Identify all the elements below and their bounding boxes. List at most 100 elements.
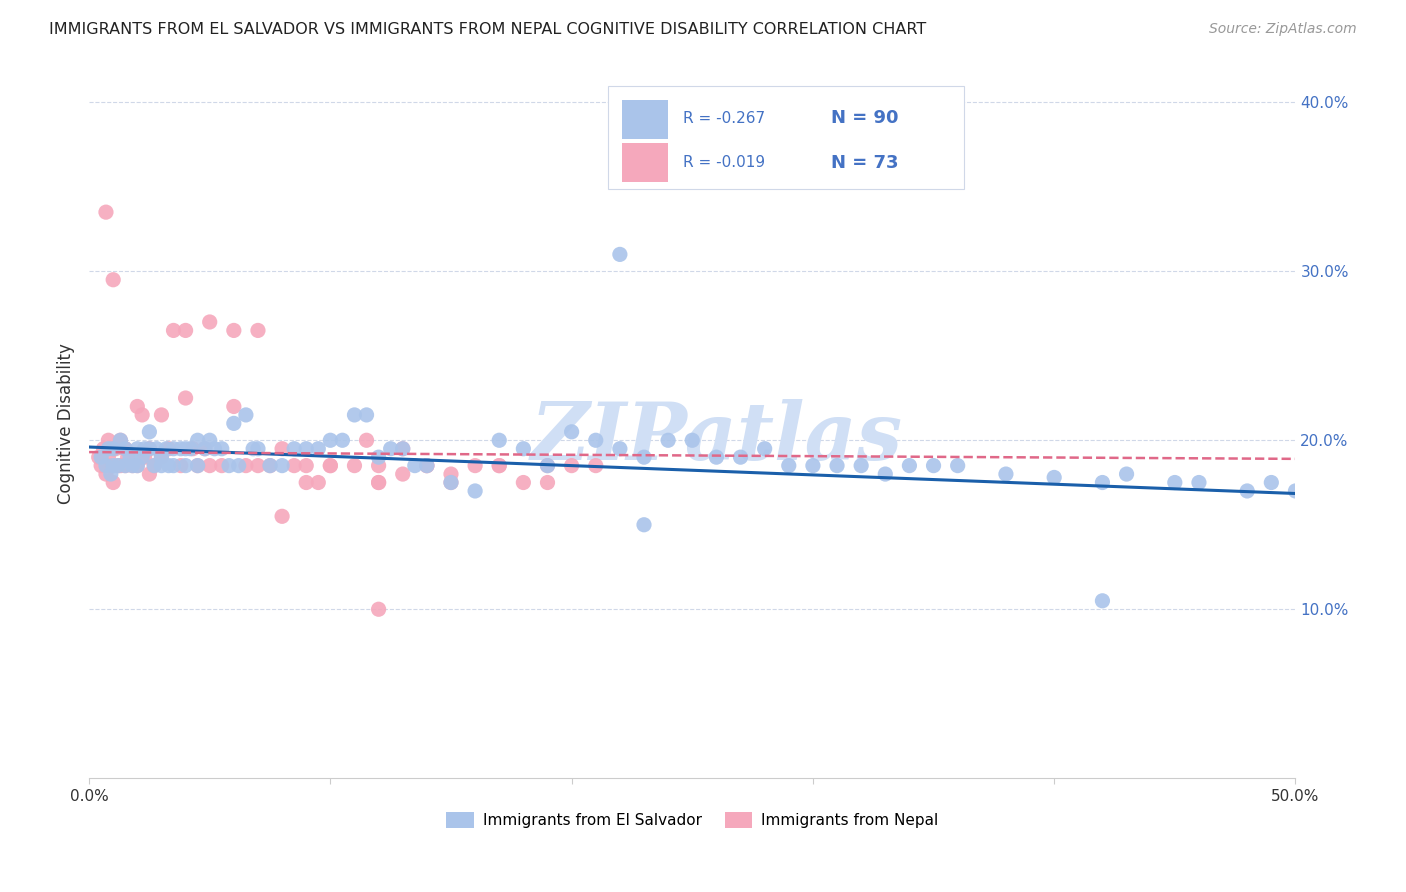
Point bbox=[319, 434, 342, 448]
Point bbox=[211, 458, 233, 473]
Point bbox=[131, 450, 153, 465]
Point bbox=[120, 450, 142, 465]
Point bbox=[536, 475, 558, 490]
Point bbox=[218, 458, 240, 473]
Point bbox=[150, 450, 173, 465]
Point bbox=[1115, 467, 1137, 481]
Point bbox=[367, 602, 389, 616]
Point bbox=[307, 442, 329, 456]
Point bbox=[706, 450, 728, 465]
Point bbox=[380, 442, 402, 456]
Point bbox=[609, 247, 631, 261]
Point bbox=[1188, 475, 1211, 490]
Point bbox=[922, 458, 945, 473]
Point bbox=[103, 442, 125, 456]
Point bbox=[356, 408, 378, 422]
Point bbox=[150, 408, 173, 422]
Point bbox=[561, 425, 583, 439]
Point bbox=[440, 475, 463, 490]
Point bbox=[94, 467, 117, 481]
Point bbox=[121, 458, 143, 473]
Point bbox=[464, 458, 486, 473]
Point bbox=[198, 434, 221, 448]
Point bbox=[1236, 483, 1258, 498]
Point bbox=[97, 450, 120, 465]
Text: N = 90: N = 90 bbox=[831, 109, 898, 128]
Point bbox=[134, 450, 156, 465]
Point bbox=[134, 442, 156, 456]
Point bbox=[307, 475, 329, 490]
Point bbox=[391, 467, 413, 481]
Point bbox=[283, 458, 305, 473]
Point bbox=[512, 442, 534, 456]
Point bbox=[138, 425, 160, 439]
Text: N = 73: N = 73 bbox=[831, 154, 898, 172]
Point bbox=[1164, 475, 1187, 490]
Point bbox=[585, 458, 607, 473]
Point bbox=[174, 323, 197, 337]
Point bbox=[138, 467, 160, 481]
Point bbox=[90, 458, 112, 473]
Point bbox=[849, 458, 872, 473]
Point bbox=[512, 475, 534, 490]
Point bbox=[246, 458, 269, 473]
Point bbox=[222, 323, 245, 337]
Point bbox=[898, 458, 921, 473]
Point bbox=[204, 442, 226, 456]
Point bbox=[416, 458, 439, 473]
Point bbox=[222, 417, 245, 431]
Point bbox=[440, 475, 463, 490]
Text: Source: ZipAtlas.com: Source: ZipAtlas.com bbox=[1209, 22, 1357, 37]
Point bbox=[235, 458, 257, 473]
Point bbox=[343, 458, 366, 473]
Point bbox=[1284, 483, 1306, 498]
Point bbox=[1091, 475, 1114, 490]
Point bbox=[391, 442, 413, 456]
Point bbox=[90, 450, 112, 465]
Point bbox=[100, 467, 122, 481]
Point bbox=[187, 434, 209, 448]
Point bbox=[157, 458, 180, 473]
Point bbox=[198, 315, 221, 329]
Text: ZIPatlas: ZIPatlas bbox=[530, 399, 903, 476]
Point bbox=[127, 458, 149, 473]
Point bbox=[681, 434, 703, 448]
Point bbox=[150, 450, 173, 465]
Point bbox=[1091, 594, 1114, 608]
Point bbox=[536, 458, 558, 473]
Point bbox=[295, 475, 318, 490]
Point bbox=[633, 517, 655, 532]
Point bbox=[283, 442, 305, 456]
Point bbox=[138, 442, 160, 456]
Point bbox=[103, 475, 125, 490]
Point bbox=[730, 450, 752, 465]
Point bbox=[162, 458, 184, 473]
Point bbox=[97, 442, 120, 456]
Point bbox=[155, 442, 177, 456]
Point bbox=[367, 475, 389, 490]
Point bbox=[875, 467, 897, 481]
Point bbox=[110, 434, 132, 448]
Point bbox=[242, 442, 264, 456]
Point bbox=[657, 434, 679, 448]
Point bbox=[536, 458, 558, 473]
Point bbox=[416, 458, 439, 473]
Text: R = -0.019: R = -0.019 bbox=[682, 155, 765, 170]
Text: R = -0.267: R = -0.267 bbox=[682, 111, 765, 126]
Point bbox=[181, 442, 204, 456]
Point bbox=[114, 442, 136, 456]
Point bbox=[404, 458, 426, 473]
Point bbox=[367, 475, 389, 490]
Point bbox=[93, 442, 115, 456]
Point bbox=[131, 408, 153, 422]
Point bbox=[145, 442, 167, 456]
Point bbox=[114, 442, 136, 456]
Point bbox=[464, 483, 486, 498]
Point bbox=[561, 458, 583, 473]
Point bbox=[198, 458, 221, 473]
Point bbox=[295, 458, 318, 473]
Point bbox=[356, 434, 378, 448]
Point bbox=[179, 442, 201, 456]
Point bbox=[117, 450, 139, 465]
Point bbox=[107, 458, 129, 473]
